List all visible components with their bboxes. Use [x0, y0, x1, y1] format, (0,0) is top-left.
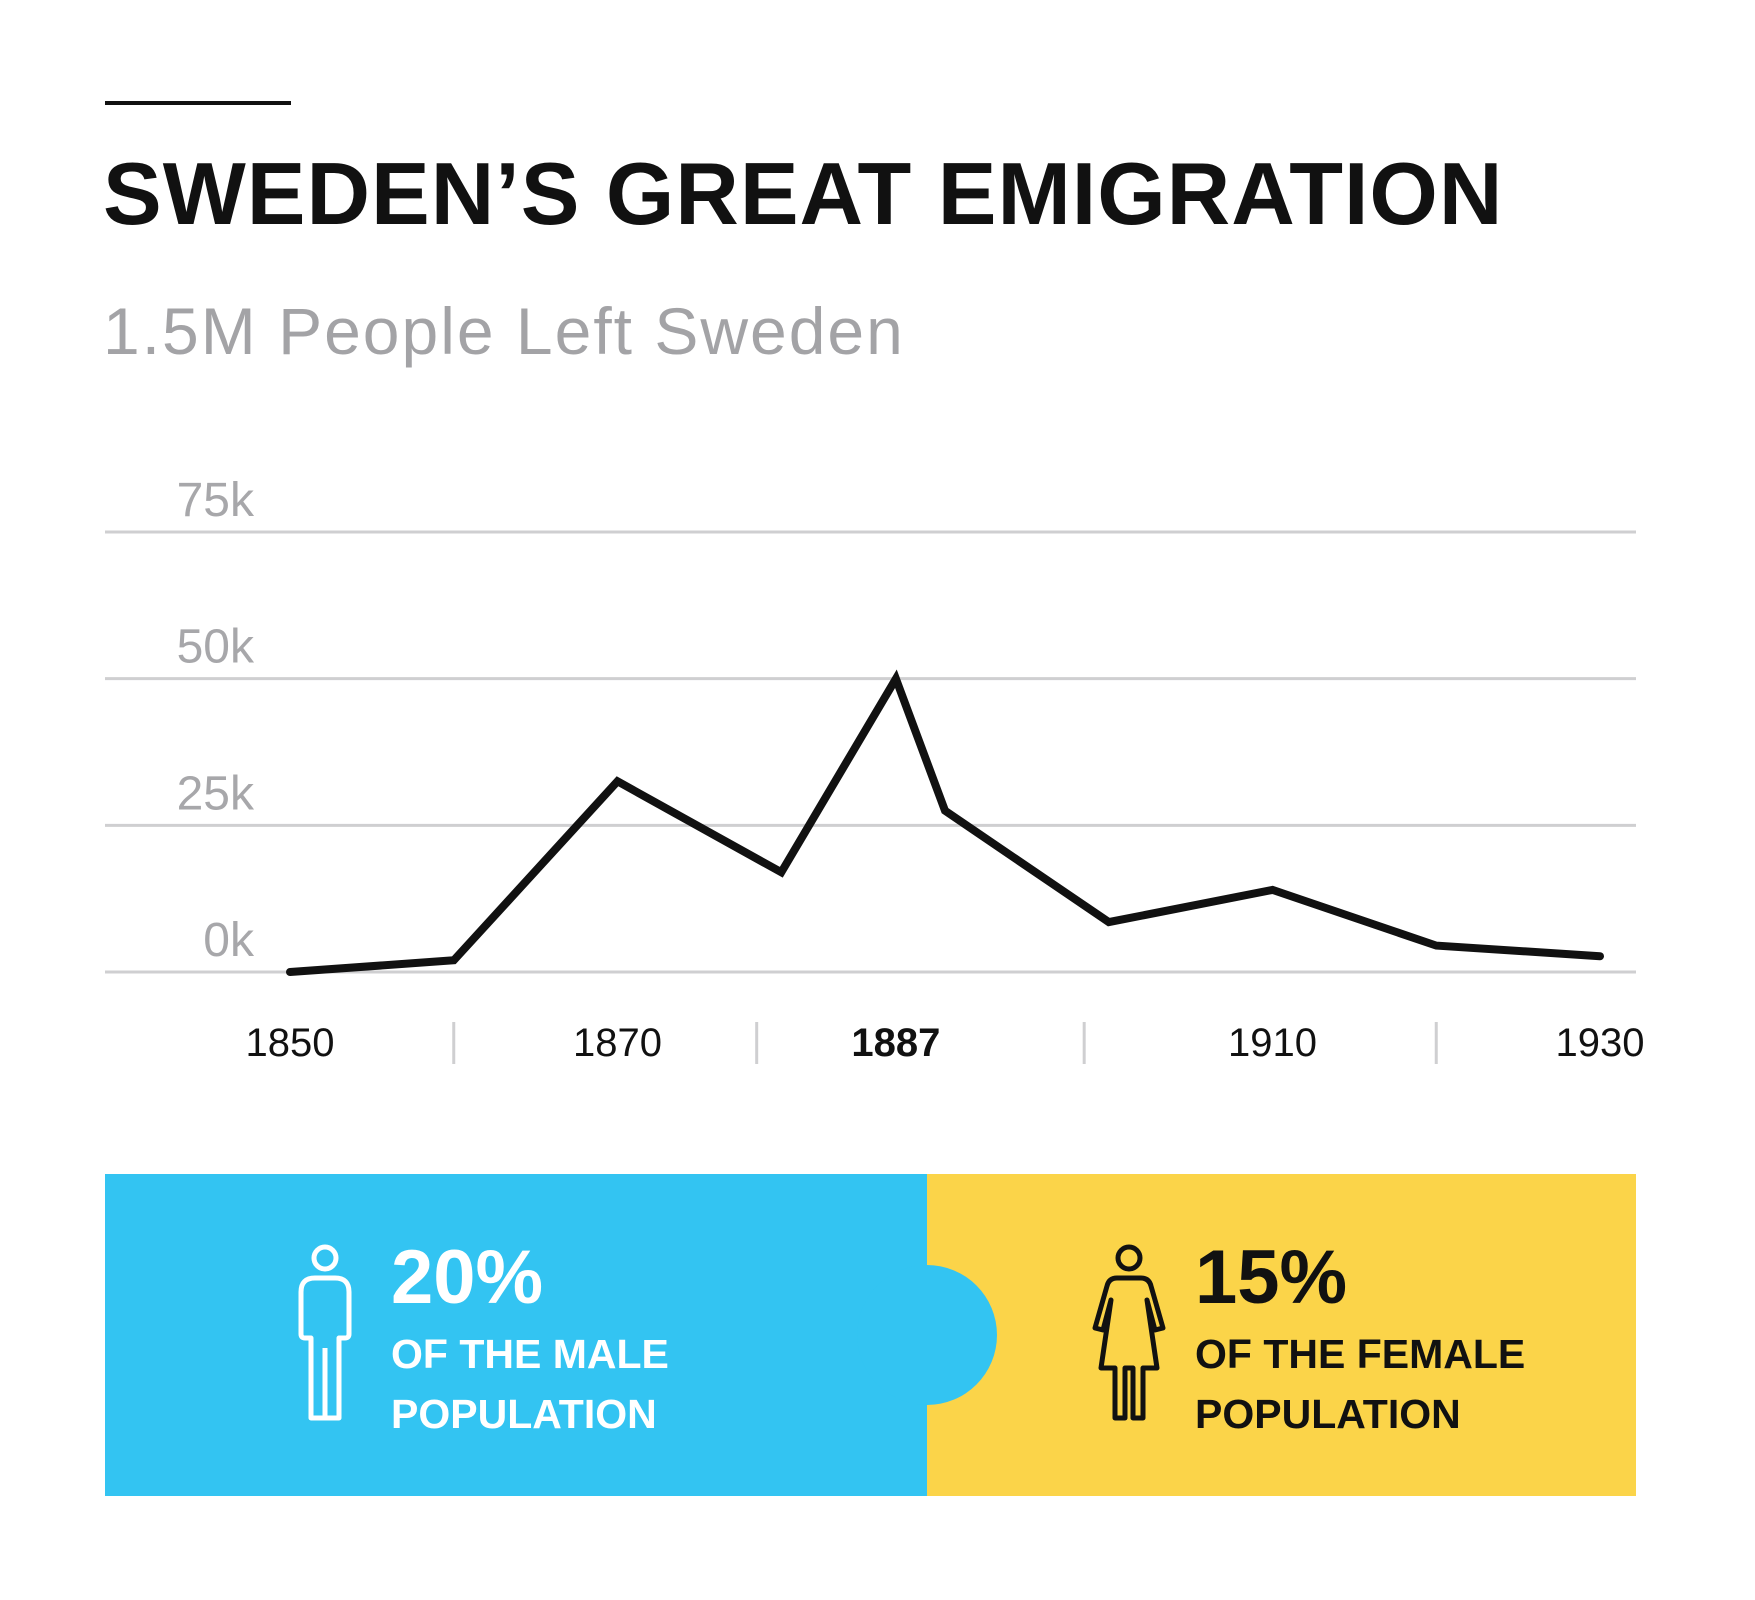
infographic-title: SWEDEN’S GREAT EMIGRATION — [103, 144, 1504, 243]
male-stat-value: 20% — [391, 1235, 544, 1320]
male-stat-label-line2: POPULATION — [391, 1391, 657, 1437]
y-tick-label: 50k — [177, 621, 255, 674]
emigration-line-chart: 0k 25k 50k 75k 1850 1870 1887 1910 1930 — [105, 474, 1645, 1065]
x-tick-label: 1887 — [851, 1021, 940, 1065]
population-stats-panel: 20% OF THE MALE POPULATION 15% OF THE FE… — [105, 1174, 1636, 1496]
x-axis-ticks: 1850 1870 1887 1910 1930 — [246, 1021, 1645, 1065]
male-panel-puzzle-tab — [857, 1265, 997, 1405]
infographic-subtitle: 1.5M People Left Sweden — [103, 294, 905, 368]
stats-background — [105, 1174, 1636, 1496]
y-tick-label: 25k — [177, 767, 255, 820]
male-person-icon — [298, 1244, 352, 1421]
y-tick-label: 0k — [203, 914, 255, 967]
female-stat-value: 15% — [1195, 1235, 1348, 1320]
male-stat-label-line1: OF THE MALE — [391, 1331, 669, 1377]
x-tick-label: 1850 — [246, 1021, 335, 1065]
x-axis-separators — [452, 1022, 1438, 1064]
female-panel — [925, 1174, 1636, 1496]
female-stat-label-line2: POPULATION — [1195, 1391, 1461, 1437]
top-rule — [105, 101, 291, 105]
x-tick-label: 1930 — [1556, 1021, 1645, 1065]
female-person-icon — [1092, 1244, 1166, 1421]
y-axis-ticks: 0k 25k 50k 75k — [177, 474, 255, 967]
male-panel — [105, 1174, 927, 1496]
grid-lines — [105, 530, 1636, 974]
y-tick-label: 75k — [177, 474, 255, 527]
series-line — [286, 669, 1604, 976]
x-tick-label: 1870 — [573, 1021, 662, 1065]
female-stat-label-line1: OF THE FEMALE — [1195, 1331, 1526, 1377]
x-tick-label: 1910 — [1228, 1021, 1317, 1065]
